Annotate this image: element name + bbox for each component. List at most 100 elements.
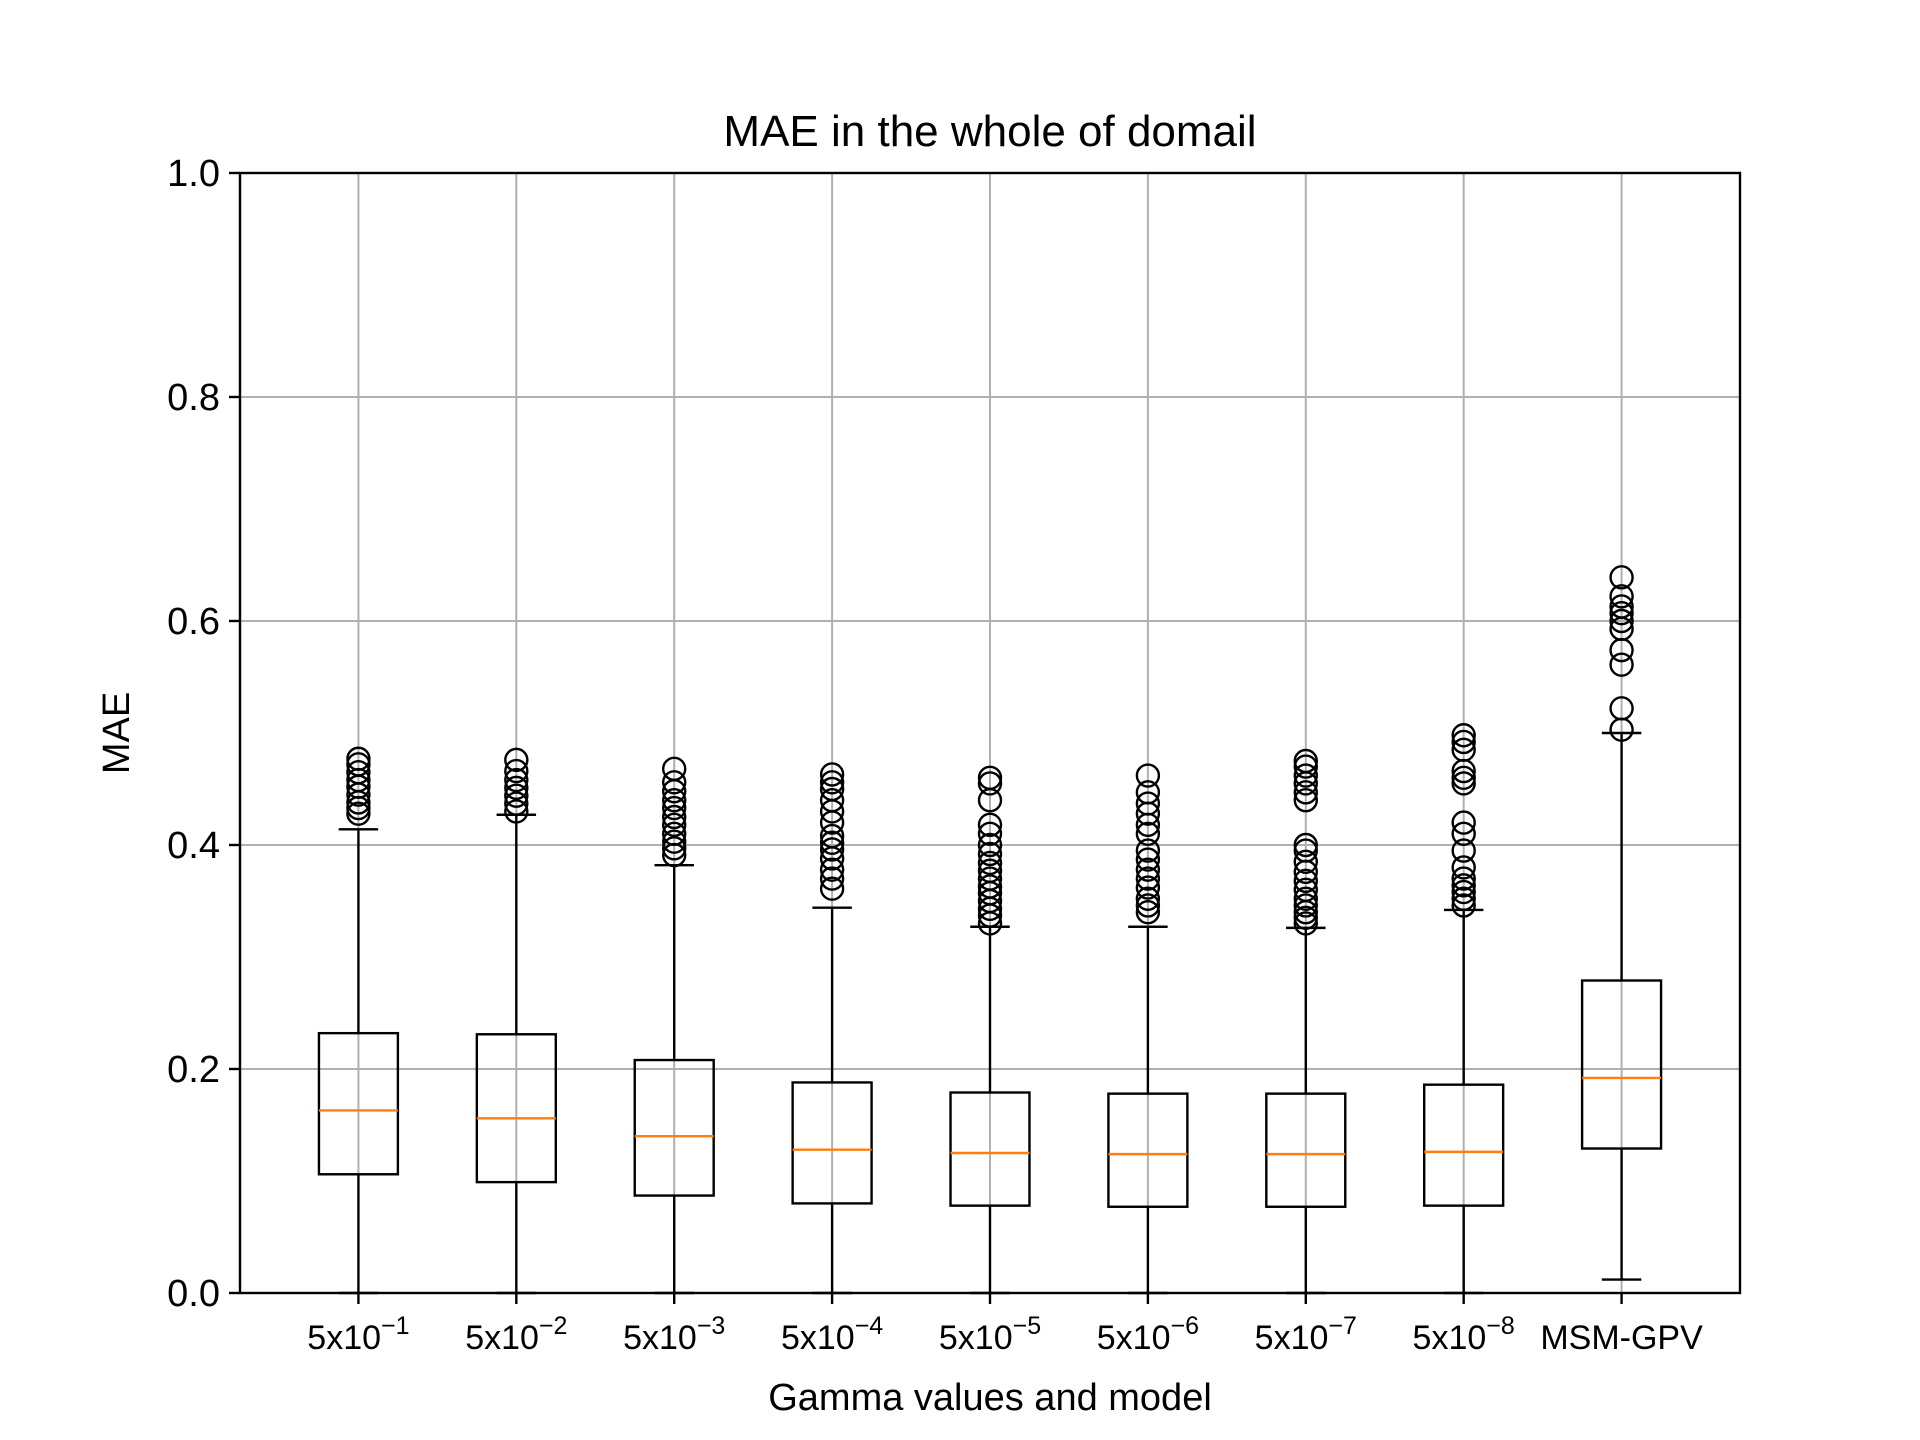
x-tick-label: 5x10−8 [1413,1312,1515,1357]
chart-title: MAE in the whole of domail [723,107,1256,156]
outlier-point [1609,594,1634,619]
outlier-point [346,760,371,785]
x-tick-label: 5x10−4 [781,1312,883,1357]
y-axis-label: MAE [96,692,138,774]
iqr-box [633,1058,715,1197]
x-tick-label: 5x10−2 [465,1312,567,1357]
outlier-point [1293,788,1318,813]
outlier-point [1451,893,1476,918]
outlier-point [819,776,845,802]
iqr-box [317,1031,400,1176]
outlier-point [1451,879,1476,905]
outlier-point [1293,754,1318,779]
outlier-point [977,874,1003,899]
y-tick-label: 0.4 [167,825,220,867]
outlier-point [1135,893,1161,918]
outlier-point [819,837,845,862]
box-group [633,756,715,1295]
outlier-point [504,791,529,816]
outlier-point [504,783,529,808]
grid-lines [240,172,1740,1294]
outlier-point [1293,838,1318,863]
outlier-point [1135,763,1161,788]
outlier-point [1609,584,1634,609]
outlier-point [662,795,687,821]
outlier-point [1609,565,1634,590]
outlier-point [1451,821,1476,846]
outlier-point [819,866,845,891]
outlier-point [1609,600,1634,626]
box-group [317,746,400,1295]
outlier-point [977,858,1003,883]
outlier-point [819,770,845,795]
outlier-point [1451,838,1476,863]
outlier-point [1451,866,1476,891]
outlier-point [1451,723,1476,748]
y-tick-label: 1.0 [167,153,220,195]
x-tick-label: 5x10−7 [1255,1312,1357,1357]
outlier-point [819,823,845,849]
outlier-point [819,788,845,813]
outlier-point [1293,868,1318,894]
outlier-point [977,821,1003,846]
y-tick-label: 0.8 [167,377,220,419]
outlier-point [1135,791,1161,816]
outlier-point [1135,900,1161,925]
box-group [1265,748,1347,1295]
outlier-point [819,762,845,787]
box-group [1423,723,1505,1295]
outlier-point [1293,748,1318,774]
outlier-point [977,771,1003,796]
outlier-point [1135,857,1161,882]
x-tick-label: 5x10−3 [623,1312,725,1357]
x-tick-label: 5x10−1 [307,1312,409,1357]
outlier-point [1135,838,1161,863]
outlier-point [1609,652,1634,677]
outlier-point [1609,696,1634,721]
y-axis: 0.0 0.2 0.4 0.6 0.8 1.0 [167,153,240,1315]
outlier-point [977,866,1003,891]
outlier-point [1293,893,1318,918]
x-tick-label: 5x10−5 [939,1312,1041,1357]
x-axis-label: Gamma values and model [768,1377,1212,1419]
outlier-point [1135,866,1161,891]
outlier-point [1451,771,1476,796]
box-group [475,747,557,1295]
outlier-point [662,804,687,830]
outlier-point [977,765,1003,790]
outlier-point [662,770,687,795]
outlier-point [1135,847,1161,872]
iqr-box [1265,1092,1347,1208]
outlier-point [1451,737,1476,762]
y-tick-label: 0.2 [167,1049,220,1091]
outlier-point [1451,873,1476,898]
outlier-point [1293,763,1318,788]
outlier-point [977,841,1003,867]
outlier-point [1609,608,1634,634]
outlier-point [662,836,687,861]
box-group [791,762,873,1295]
outlier-point [1293,877,1318,902]
outlier-point [662,821,687,846]
outlier-point [819,830,845,855]
outlier-point [346,746,371,771]
y-tick-label: 0.6 [167,601,220,643]
outlier-point [1451,765,1476,790]
iqr-box [475,1033,557,1184]
outlier-point [1451,810,1476,835]
outlier-point [1293,832,1318,858]
outlier-point [504,799,529,824]
outlier-point [1135,821,1161,846]
outlier-point [1135,886,1161,911]
iqr-box [1423,1083,1505,1207]
box-group [1580,565,1663,1281]
outlier-point [1135,780,1161,805]
outlier-point [1135,875,1161,900]
x-tick-label: 5x10−6 [1097,1312,1199,1357]
outlier-point [504,775,529,801]
outlier-point [1293,849,1318,874]
outlier-point [1451,729,1476,755]
outlier-point [346,752,371,777]
x-tick-label: MSM-GPV [1540,1319,1703,1357]
outlier-point [1293,911,1318,936]
